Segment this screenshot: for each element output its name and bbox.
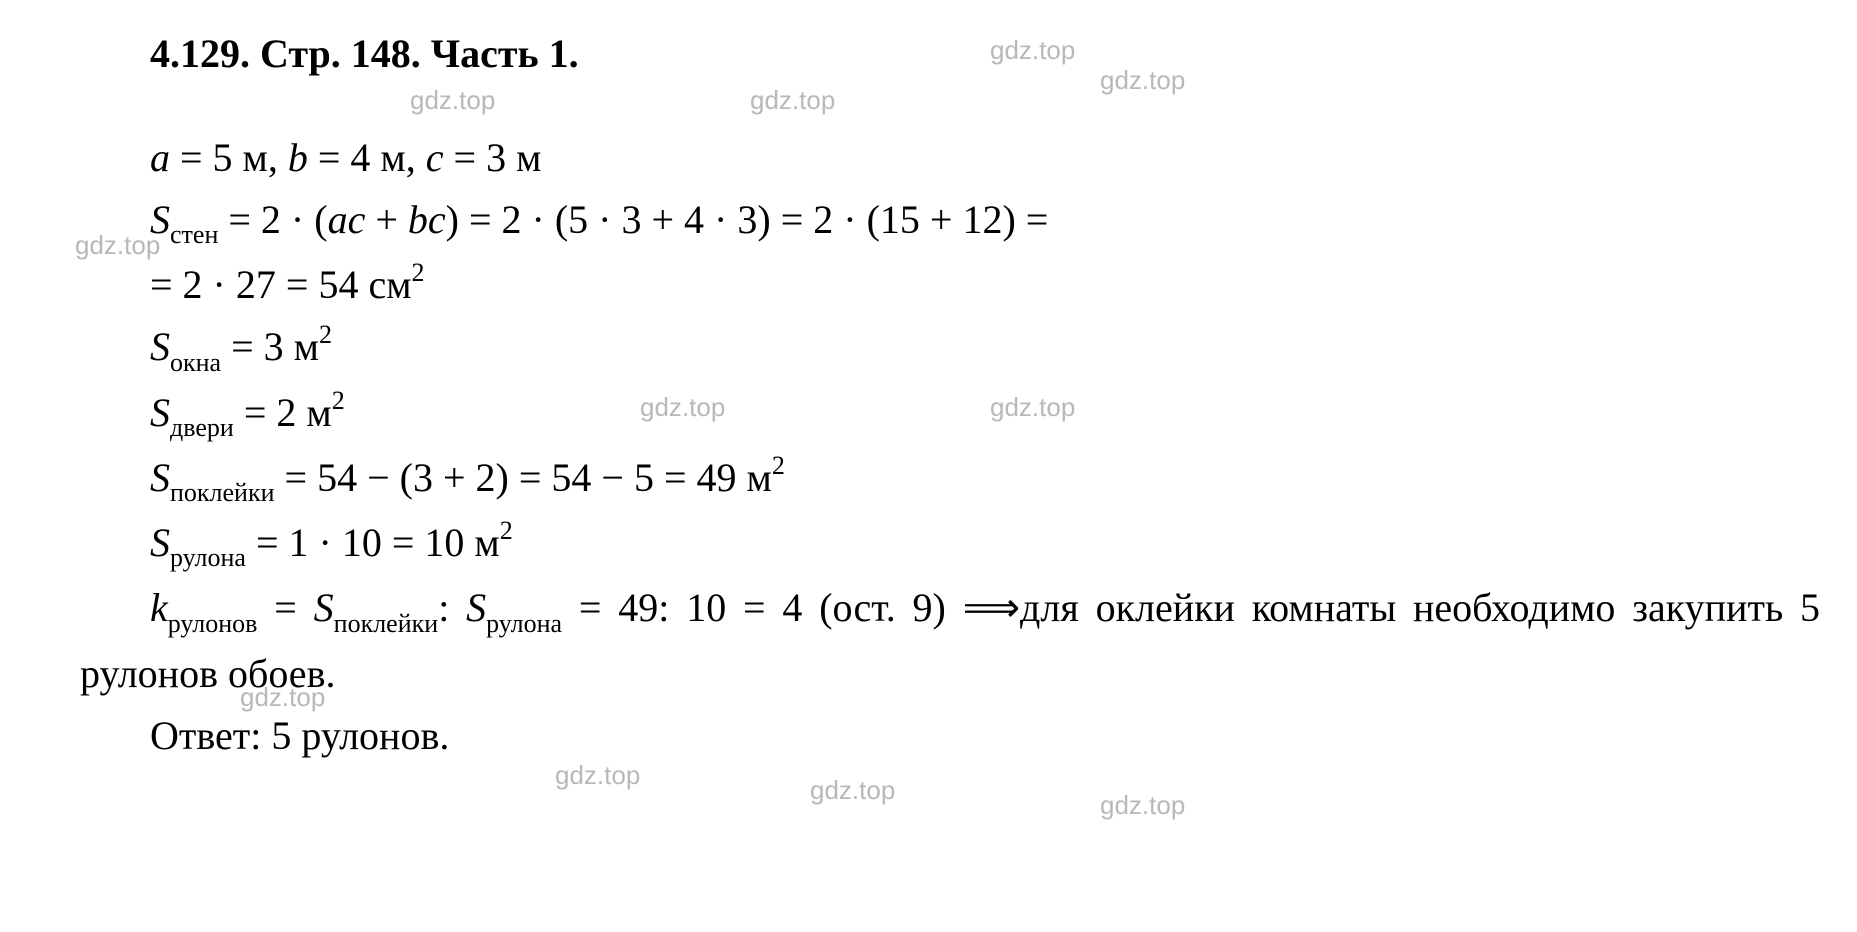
watermark-text: gdz.top <box>1100 790 1185 821</box>
sub-walls: стен <box>170 220 218 249</box>
txt: = 49: 10 = 4 (ост. 9) ⟹для оклейки комна… <box>80 585 1820 695</box>
sub-roll: рулона <box>486 609 562 638</box>
txt: = 3 м <box>444 135 542 180</box>
var-S: S <box>150 455 170 500</box>
part-number: Часть 1. <box>431 31 579 76</box>
sup-2: 2 <box>332 386 345 415</box>
line-dimensions: a = 5 м, b = 4 м, c = 3 м <box>150 127 1857 189</box>
page-number: Стр. 148. <box>260 31 421 76</box>
txt: = <box>257 585 313 630</box>
txt: = 54 − (3 + 2) = 54 − 5 = 49 м <box>275 455 772 500</box>
line-k-rolls: kрулонов = Sпоклейки: Sрулона = 49: 10 =… <box>80 577 1820 704</box>
var-S: S <box>150 520 170 565</box>
var-k: k <box>150 585 168 630</box>
txt: = 4 м, <box>308 135 426 180</box>
line-s-window: Sокна = 3 м2 <box>150 316 1857 381</box>
var-b: b <box>288 135 308 180</box>
sub-paste: поклейки <box>170 478 275 507</box>
sup-2: 2 <box>319 320 332 349</box>
watermark-text: gdz.top <box>410 85 495 116</box>
var-c: c <box>426 135 444 180</box>
sup-2: 2 <box>500 516 513 545</box>
line-s-door: Sдвери = 2 м2 <box>150 382 1857 447</box>
var-a: a <box>150 135 170 180</box>
var-ac: ac <box>328 197 366 242</box>
line-s-walls: Sстен = 2 · (ac + bc) = 2 · (5 · 3 + 4 ·… <box>150 189 1857 254</box>
var-S: S <box>150 390 170 435</box>
sub-rolls: рулонов <box>168 609 258 638</box>
line-s-roll: Sрулона = 1 · 10 = 10 м2 <box>150 512 1857 577</box>
watermark-text: gdz.top <box>750 85 835 116</box>
sub-door: двери <box>170 413 234 442</box>
math-block: a = 5 м, b = 4 м, c = 3 м Sстен = 2 · (a… <box>0 127 1857 767</box>
txt: = 5 м, <box>170 135 288 180</box>
var-S: S <box>466 585 486 630</box>
txt: = 3 м <box>221 324 319 369</box>
txt: = 2 · ( <box>218 197 327 242</box>
sub-paste: поклейки <box>334 609 439 638</box>
var-S: S <box>150 197 170 242</box>
sub-window: окна <box>170 348 221 377</box>
title-line: 4.129. Стр. 148. Часть 1. <box>0 30 1857 77</box>
var-S: S <box>314 585 334 630</box>
sup-2: 2 <box>772 451 785 480</box>
line-s-paste: Sпоклейки = 54 − (3 + 2) = 54 − 5 = 49 м… <box>150 447 1857 512</box>
line-s-walls-2: = 2 · 27 = 54 см2 <box>150 254 1857 316</box>
problem-number: 4.129. <box>150 31 250 76</box>
txt: + <box>365 197 408 242</box>
sup-2: 2 <box>412 258 425 287</box>
watermark-text: gdz.top <box>810 775 895 806</box>
txt: = 2 м <box>234 390 332 435</box>
txt: = 2 · 27 = 54 см <box>150 262 412 307</box>
var-S: S <box>150 324 170 369</box>
txt: : <box>438 585 466 630</box>
line-answer: Ответ: 5 рулонов. <box>150 705 1857 767</box>
var-bc: bc <box>408 197 446 242</box>
sub-roll: рулона <box>170 543 246 572</box>
txt: ) = 2 · (5 · 3 + 4 · 3) = 2 · (15 + 12) … <box>446 197 1049 242</box>
txt: = 1 · 10 = 10 м <box>246 520 500 565</box>
